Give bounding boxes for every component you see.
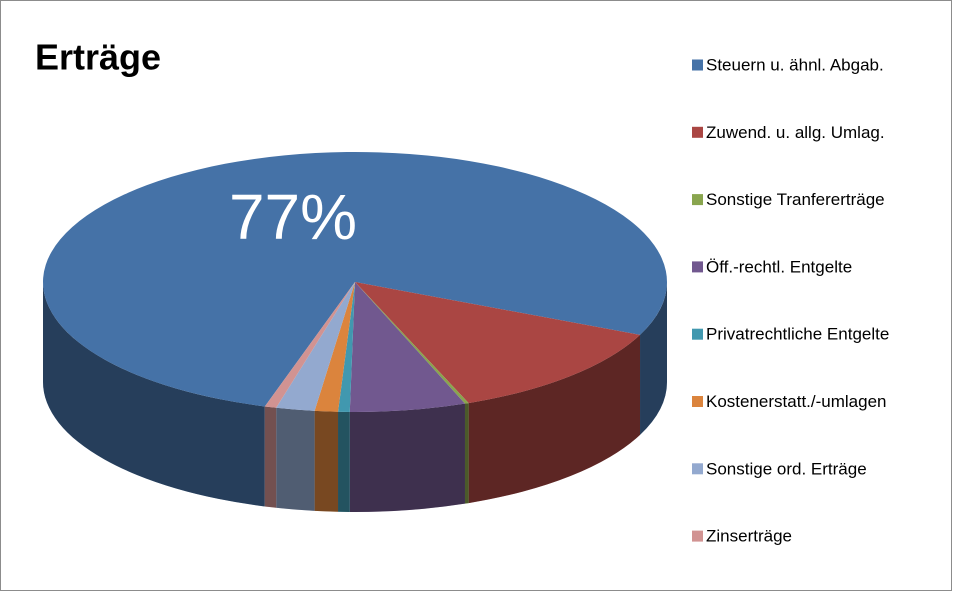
slice-side	[314, 410, 339, 512]
slice	[264, 282, 355, 408]
legend-swatch	[692, 396, 703, 407]
legend-swatch	[692, 261, 703, 273]
side-shade	[338, 411, 350, 512]
side-shade	[276, 407, 315, 511]
legend-label: Steuern u. ähnl. Abgab.	[706, 55, 884, 74]
slice-side	[276, 407, 315, 511]
legend-swatch	[692, 194, 703, 206]
slice	[314, 282, 355, 412]
legend-label: Privatrechtliche Entgelte	[706, 325, 889, 344]
side-shade	[314, 410, 339, 512]
legend-swatch	[692, 59, 703, 71]
slice	[43, 152, 667, 407]
slice-side	[464, 403, 469, 504]
legend-swatch	[692, 126, 703, 138]
slice-side	[264, 406, 277, 508]
slice-side	[468, 334, 641, 504]
chart-title: Erträge	[35, 37, 161, 78]
side-shade	[468, 334, 641, 504]
slice	[349, 282, 465, 412]
side-shade	[43, 282, 265, 507]
data-label: 77%	[229, 181, 357, 253]
side-shade	[464, 403, 469, 504]
slice-side	[640, 282, 667, 435]
side-shade	[349, 403, 465, 512]
legend-label: Sonstige Tranfererträge	[706, 190, 885, 209]
slice-side	[338, 411, 350, 512]
legend-swatch	[692, 530, 703, 542]
slice-side	[43, 282, 265, 507]
slice	[338, 282, 355, 412]
legend-label: Zuwend. u. allg. Umlag.	[706, 123, 885, 142]
side-shade	[640, 282, 667, 435]
legend-label: Zinserträge	[706, 527, 792, 546]
slice	[276, 282, 355, 411]
legend-label: Öff.-rechtl. Entgelte	[706, 257, 852, 276]
legend-label: Sonstige ord. Erträge	[706, 459, 867, 478]
slice-side	[349, 403, 465, 512]
slice	[355, 282, 469, 404]
legend-label: Kostenerstatt./-umlagen	[706, 392, 886, 411]
slice	[355, 282, 641, 404]
legend-swatch	[692, 463, 703, 475]
side-shade	[264, 406, 277, 508]
legend-swatch	[692, 328, 703, 340]
